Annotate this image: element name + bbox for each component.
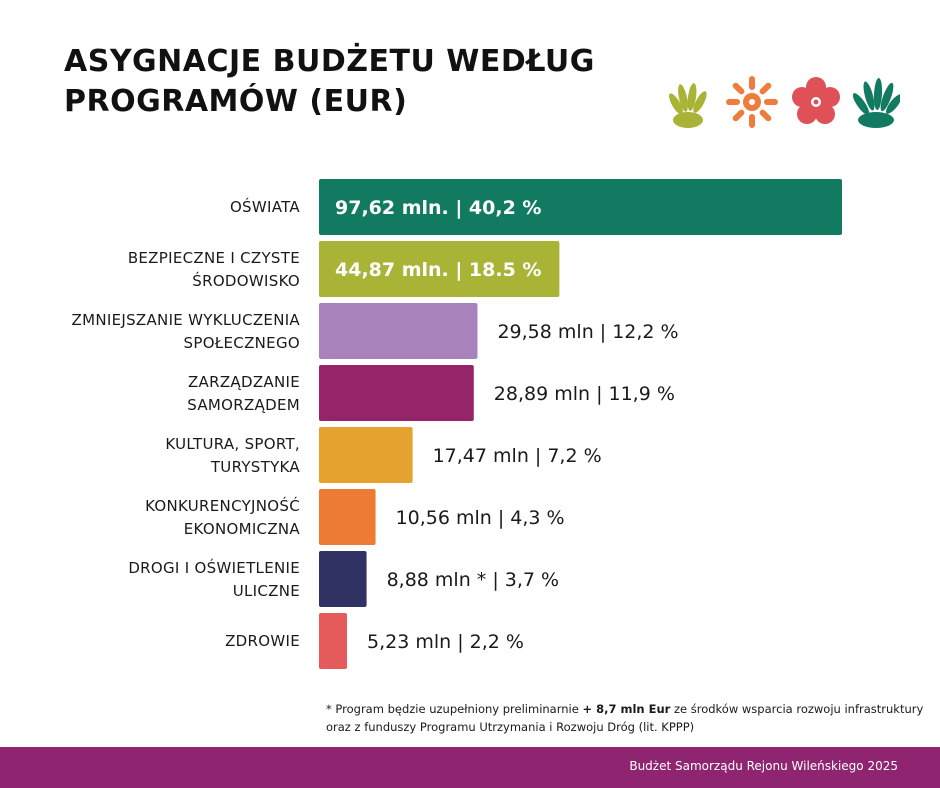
blossom-icon — [792, 77, 840, 124]
category-label-0-0: OŚWIATA — [230, 197, 300, 216]
footnote-bold-amount: + 8,7 mln Eur — [582, 702, 671, 716]
value-label-3: 28,89 mln | 11,9 % — [494, 383, 675, 405]
decorative-icons — [669, 76, 900, 128]
value-label-4: 17,47 mln | 7,2 % — [433, 445, 602, 467]
category-label-3-1: SAMORZĄDEM — [187, 396, 300, 414]
category-label-2-1: SPOŁECZNEGO — [184, 334, 300, 352]
category-label-7-0: ZDROWIE — [225, 632, 300, 650]
category-label-5-1: EKONOMICZNA — [184, 520, 301, 538]
category-label-6-0: DROGI I OŚWIETLENIE — [128, 558, 300, 577]
category-label-4-1: TURYSTYKA — [210, 458, 301, 476]
title-line-2: PROGRAMÓW (EUR) — [64, 84, 408, 119]
value-label-6: 8,88 mln * | 3,7 % — [387, 569, 560, 591]
title-line-1: ASYGNACJE BUDŻETU WEDŁUG — [64, 44, 595, 79]
fan-leaf-icon — [669, 83, 707, 128]
value-label-5: 10,56 mln | 4,3 % — [396, 507, 565, 529]
value-label-1: 44,87 mln. | 18.5 % — [335, 259, 541, 281]
bar-4 — [319, 427, 413, 483]
bar-3 — [319, 365, 474, 421]
footer-text: Budżet Samorządu Rejonu Wileńskiego 2025 — [629, 759, 898, 773]
bar-7 — [319, 613, 348, 669]
shell-icon — [852, 78, 900, 128]
value-label-7: 5,23 mln | 2,2 % — [367, 631, 524, 653]
category-label-1-1: ŚRODOWISKO — [192, 271, 300, 290]
category-label-6-1: ULICZNE — [233, 582, 300, 600]
category-label-5-0: KONKURENCYJNOŚĆ — [145, 496, 300, 515]
footnote-text-2: ze środków wsparcia rozwoju infrastruktu… — [326, 702, 924, 734]
footnote-text-1: * Program będzie uzupełniony preliminarn… — [326, 702, 583, 716]
footnote: * Program będzie uzupełniony preliminarn… — [326, 700, 926, 736]
bar-6 — [319, 551, 367, 607]
category-label-4-0: KULTURA, SPORT, — [165, 435, 300, 453]
category-label-3-0: ZARZĄDZANIE — [188, 373, 300, 391]
chart-title: ASYGNACJE BUDŻETU WEDŁUG PROGRAMÓW (EUR) — [64, 42, 664, 122]
value-label-0: 97,62 mln. | 40,2 % — [335, 197, 541, 219]
category-label-1-0: BEZPIECZNE I CZYSTE — [128, 249, 300, 267]
bar-2 — [319, 303, 478, 359]
bar-5 — [319, 489, 376, 545]
value-label-2: 29,58 mln | 12,2 % — [497, 321, 678, 343]
footer-bar: Budżet Samorządu Rejonu Wileńskiego 2025 — [0, 747, 940, 788]
sun-flower-icon — [726, 76, 778, 128]
budget-bar-chart: OŚWIATA 97,62 mln. | 40,2 % BEZPIECZNE I C… — [72, 179, 842, 669]
category-label-2-0: ZMNIEJSZANIE WYKLUCZENIA — [72, 311, 301, 329]
bar-1 — [319, 241, 560, 297]
bar-0 — [319, 179, 842, 235]
